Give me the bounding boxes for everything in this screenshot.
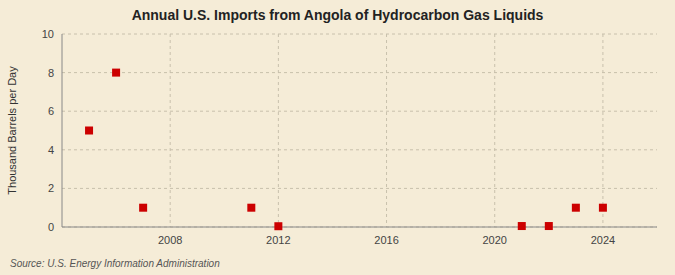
x-tick-label: 2020	[482, 234, 506, 246]
y-grid-line	[62, 227, 657, 228]
y-axis-label: Thousand Barrels per Day	[6, 66, 18, 195]
x-grid-line	[170, 34, 171, 227]
grid	[62, 34, 657, 227]
x-tick-label: 2024	[591, 234, 615, 246]
y-tick-label: 6	[48, 105, 54, 117]
chart-container: Annual U.S. Imports from Angola of Hydro…	[0, 0, 675, 275]
y-grid-line	[62, 149, 657, 150]
scatter-point	[599, 204, 607, 212]
x-tick-label: 2012	[266, 234, 290, 246]
y-tick-label: 10	[42, 28, 54, 40]
y-tick-label: 8	[48, 67, 54, 79]
y-grid-line	[62, 34, 657, 35]
y-axis-line	[62, 34, 63, 227]
scatter-point	[572, 204, 580, 212]
y-tick-label: 2	[48, 182, 54, 194]
x-tick-label: 2016	[374, 234, 398, 246]
x-tick-label: 2008	[158, 234, 182, 246]
scatter-point	[518, 222, 526, 230]
axes: 0 2 4 6 8 10 2008 2012 2016 2020 2024	[42, 28, 657, 246]
x-grid-line	[278, 34, 279, 227]
points	[85, 69, 607, 231]
y-tick-label: 0	[48, 221, 54, 233]
scatter-point	[85, 127, 93, 135]
y-tick-label: 4	[48, 144, 54, 156]
scatter-point	[139, 204, 147, 212]
x-grid-line	[602, 34, 603, 227]
x-axis-line	[62, 227, 657, 228]
scatter-point	[274, 222, 282, 230]
source-annotation: Source: U.S. Energy Information Administ…	[10, 258, 220, 269]
y-grid-line	[62, 111, 657, 112]
scatter-point	[545, 222, 553, 230]
scatter-point	[247, 204, 255, 212]
chart-svg: Annual U.S. Imports from Angola of Hydro…	[0, 0, 675, 275]
scatter-point	[112, 69, 120, 77]
x-grid-line	[494, 34, 495, 227]
x-grid-line	[386, 34, 387, 227]
chart-title: Annual U.S. Imports from Angola of Hydro…	[132, 7, 544, 23]
y-grid-line	[62, 188, 657, 189]
y-grid-line	[62, 72, 657, 73]
